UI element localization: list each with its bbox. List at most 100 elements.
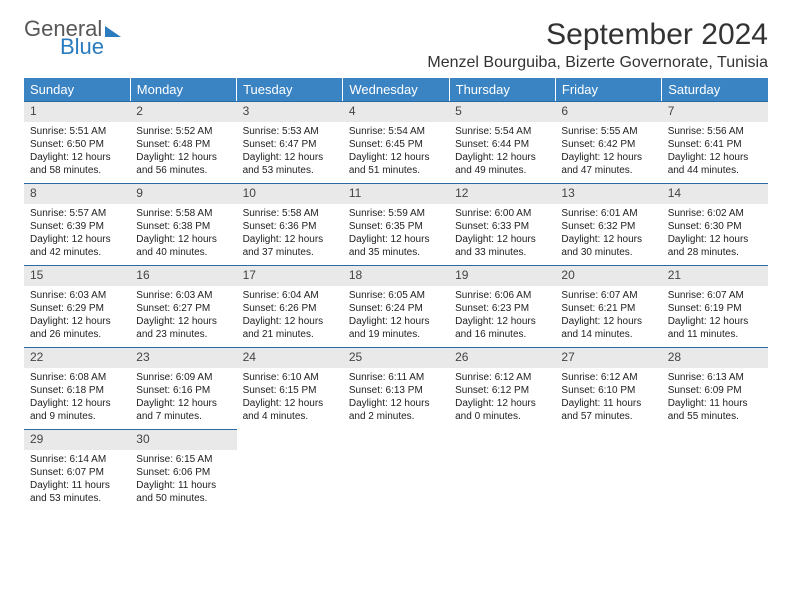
day-content: Sunrise: 6:10 AMSunset: 6:15 PMDaylight:… [237, 368, 343, 427]
sunset-line: Sunset: 6:06 PM [136, 466, 230, 479]
daylight-line-1: Daylight: 12 hours [349, 315, 443, 328]
sunrise-line: Sunrise: 5:51 AM [30, 125, 124, 138]
day-number: 23 [130, 347, 236, 368]
calendar-cell: 19Sunrise: 6:06 AMSunset: 6:23 PMDayligh… [449, 265, 555, 347]
calendar-cell: 13Sunrise: 6:01 AMSunset: 6:32 PMDayligh… [555, 183, 661, 265]
sunset-line: Sunset: 6:21 PM [561, 302, 655, 315]
sunset-line: Sunset: 6:26 PM [243, 302, 337, 315]
sunset-line: Sunset: 6:18 PM [30, 384, 124, 397]
weekday-header: Sunday [24, 78, 130, 101]
calendar-cell [555, 429, 661, 511]
day-content: Sunrise: 6:02 AMSunset: 6:30 PMDaylight:… [662, 204, 768, 263]
sunrise-line: Sunrise: 6:07 AM [561, 289, 655, 302]
day-content: Sunrise: 5:53 AMSunset: 6:47 PMDaylight:… [237, 122, 343, 181]
location-text: Menzel Bourguiba, Bizerte Governorate, T… [427, 54, 768, 72]
day-number: 21 [662, 265, 768, 286]
sunset-line: Sunset: 6:48 PM [136, 138, 230, 151]
sunset-line: Sunset: 6:27 PM [136, 302, 230, 315]
weekday-header-row: SundayMondayTuesdayWednesdayThursdayFrid… [24, 78, 768, 101]
daylight-line-2: and 53 minutes. [243, 164, 337, 177]
calendar-row: 15Sunrise: 6:03 AMSunset: 6:29 PMDayligh… [24, 265, 768, 347]
day-content: Sunrise: 6:06 AMSunset: 6:23 PMDaylight:… [449, 286, 555, 345]
sunset-line: Sunset: 6:38 PM [136, 220, 230, 233]
weekday-header: Wednesday [343, 78, 449, 101]
daylight-line-1: Daylight: 12 hours [136, 397, 230, 410]
daylight-line-2: and 56 minutes. [136, 164, 230, 177]
day-number: 12 [449, 183, 555, 204]
daylight-line-1: Daylight: 12 hours [349, 397, 443, 410]
sunset-line: Sunset: 6:35 PM [349, 220, 443, 233]
sunrise-line: Sunrise: 6:12 AM [561, 371, 655, 384]
calendar-cell: 4Sunrise: 5:54 AMSunset: 6:45 PMDaylight… [343, 101, 449, 183]
sunrise-line: Sunrise: 5:53 AM [243, 125, 337, 138]
calendar-table: SundayMondayTuesdayWednesdayThursdayFrid… [24, 78, 768, 511]
calendar-row: 1Sunrise: 5:51 AMSunset: 6:50 PMDaylight… [24, 101, 768, 183]
calendar-cell: 24Sunrise: 6:10 AMSunset: 6:15 PMDayligh… [237, 347, 343, 429]
day-content: Sunrise: 6:07 AMSunset: 6:19 PMDaylight:… [662, 286, 768, 345]
sunset-line: Sunset: 6:33 PM [455, 220, 549, 233]
calendar-cell: 18Sunrise: 6:05 AMSunset: 6:24 PMDayligh… [343, 265, 449, 347]
sunset-line: Sunset: 6:12 PM [455, 384, 549, 397]
daylight-line-1: Daylight: 12 hours [455, 151, 549, 164]
calendar-cell [237, 429, 343, 511]
weekday-header: Saturday [662, 78, 768, 101]
day-number: 6 [555, 101, 661, 122]
daylight-line-2: and 53 minutes. [30, 492, 124, 505]
calendar-cell: 6Sunrise: 5:55 AMSunset: 6:42 PMDaylight… [555, 101, 661, 183]
day-number: 19 [449, 265, 555, 286]
daylight-line-2: and 44 minutes. [668, 164, 762, 177]
day-number: 10 [237, 183, 343, 204]
daylight-line-2: and 37 minutes. [243, 246, 337, 259]
daylight-line-2: and 26 minutes. [30, 328, 124, 341]
daylight-line-1: Daylight: 11 hours [668, 397, 762, 410]
day-content: Sunrise: 5:59 AMSunset: 6:35 PMDaylight:… [343, 204, 449, 263]
sunset-line: Sunset: 6:39 PM [30, 220, 124, 233]
sunset-line: Sunset: 6:24 PM [349, 302, 443, 315]
sunrise-line: Sunrise: 5:54 AM [455, 125, 549, 138]
day-number: 11 [343, 183, 449, 204]
weekday-header: Monday [130, 78, 236, 101]
sunset-line: Sunset: 6:19 PM [668, 302, 762, 315]
daylight-line-2: and 23 minutes. [136, 328, 230, 341]
day-number: 1 [24, 101, 130, 122]
calendar-cell: 15Sunrise: 6:03 AMSunset: 6:29 PMDayligh… [24, 265, 130, 347]
day-content: Sunrise: 5:57 AMSunset: 6:39 PMDaylight:… [24, 204, 130, 263]
day-number: 13 [555, 183, 661, 204]
day-number: 15 [24, 265, 130, 286]
sunrise-line: Sunrise: 6:01 AM [561, 207, 655, 220]
sunrise-line: Sunrise: 5:59 AM [349, 207, 443, 220]
sunset-line: Sunset: 6:29 PM [30, 302, 124, 315]
sunset-line: Sunset: 6:23 PM [455, 302, 549, 315]
day-content: Sunrise: 5:54 AMSunset: 6:44 PMDaylight:… [449, 122, 555, 181]
calendar-cell: 7Sunrise: 5:56 AMSunset: 6:41 PMDaylight… [662, 101, 768, 183]
daylight-line-2: and 19 minutes. [349, 328, 443, 341]
sunrise-line: Sunrise: 6:04 AM [243, 289, 337, 302]
sunrise-line: Sunrise: 6:02 AM [668, 207, 762, 220]
day-number: 24 [237, 347, 343, 368]
sunset-line: Sunset: 6:42 PM [561, 138, 655, 151]
daylight-line-1: Daylight: 12 hours [30, 233, 124, 246]
daylight-line-2: and 16 minutes. [455, 328, 549, 341]
calendar-cell: 28Sunrise: 6:13 AMSunset: 6:09 PMDayligh… [662, 347, 768, 429]
day-number: 17 [237, 265, 343, 286]
sunrise-line: Sunrise: 5:54 AM [349, 125, 443, 138]
day-content: Sunrise: 5:54 AMSunset: 6:45 PMDaylight:… [343, 122, 449, 181]
sunset-line: Sunset: 6:13 PM [349, 384, 443, 397]
daylight-line-1: Daylight: 12 hours [455, 315, 549, 328]
day-content: Sunrise: 6:14 AMSunset: 6:07 PMDaylight:… [24, 450, 130, 509]
daylight-line-2: and 4 minutes. [243, 410, 337, 423]
daylight-line-2: and 33 minutes. [455, 246, 549, 259]
day-content: Sunrise: 6:11 AMSunset: 6:13 PMDaylight:… [343, 368, 449, 427]
sunrise-line: Sunrise: 6:06 AM [455, 289, 549, 302]
calendar-cell [343, 429, 449, 511]
daylight-line-1: Daylight: 12 hours [668, 315, 762, 328]
sunset-line: Sunset: 6:15 PM [243, 384, 337, 397]
calendar-cell: 1Sunrise: 5:51 AMSunset: 6:50 PMDaylight… [24, 101, 130, 183]
sunrise-line: Sunrise: 6:14 AM [30, 453, 124, 466]
day-number: 16 [130, 265, 236, 286]
sunrise-line: Sunrise: 6:10 AM [243, 371, 337, 384]
calendar-cell: 2Sunrise: 5:52 AMSunset: 6:48 PMDaylight… [130, 101, 236, 183]
sunrise-line: Sunrise: 6:13 AM [668, 371, 762, 384]
day-content: Sunrise: 6:12 AMSunset: 6:12 PMDaylight:… [449, 368, 555, 427]
daylight-line-1: Daylight: 12 hours [30, 315, 124, 328]
